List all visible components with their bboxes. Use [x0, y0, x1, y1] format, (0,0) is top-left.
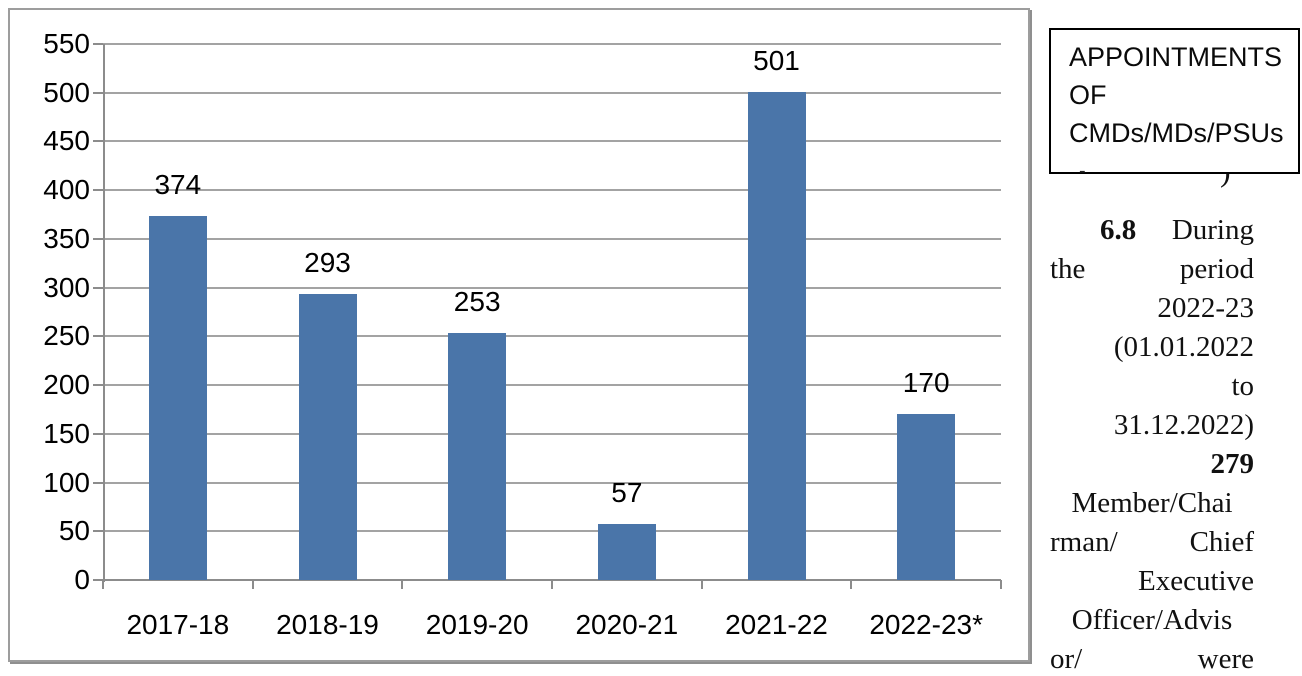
gridline: [103, 43, 1001, 45]
paragraph-text: were: [1197, 643, 1254, 675]
bar-value-label: 170: [902, 367, 950, 399]
y-axis-tick: [93, 579, 103, 581]
y-axis-tick-label: 50: [58, 515, 90, 547]
y-axis-tick: [93, 43, 103, 45]
y-axis-tick-label: 250: [43, 320, 90, 352]
paragraph-text: Chief: [1189, 526, 1254, 558]
paragraph-text: period: [1179, 253, 1254, 285]
x-axis-category-label: 2021-22: [725, 609, 828, 640]
y-axis-tick-label: 350: [43, 222, 90, 254]
bar-value-label: 374: [154, 168, 202, 200]
gridline: [103, 335, 1001, 338]
y-axis-tick-label: 300: [43, 271, 90, 303]
bar-2019-20: [448, 333, 507, 580]
gridline: [103, 481, 1001, 484]
x-axis-tick: [1000, 580, 1002, 589]
y-axis-tick: [93, 432, 103, 435]
paragraph-line: or/were: [1050, 640, 1254, 676]
paragraph-line: 279: [1050, 445, 1255, 484]
callout-line: OF: [1069, 80, 1107, 110]
paragraph-text: the: [1050, 253, 1086, 285]
bar-2021-22: [747, 91, 806, 580]
y-axis-tick: [93, 237, 103, 240]
paragraph-line: 2022-23: [1050, 289, 1254, 328]
y-axis-tick-label: 100: [43, 466, 90, 498]
bar-2022-23*: [897, 414, 956, 580]
x-axis-category-label: 2020-21: [575, 609, 679, 640]
gridline: [103, 237, 1001, 240]
paragraph-text: 31.12.2022): [1113, 409, 1254, 441]
y-axis-tick-label: 400: [43, 174, 90, 206]
bar-value-label: 293: [304, 247, 351, 279]
y-axis-tick-label: 500: [43, 76, 90, 108]
y-axis-tick: [93, 384, 103, 387]
bar-2018-19: [298, 294, 357, 580]
gridline: [103, 384, 1001, 387]
bar-2020-21: [597, 524, 656, 580]
paragraph-text: Executive: [1138, 565, 1254, 597]
x-axis-category-label: 2019-20: [425, 609, 529, 640]
body-paragraph: 6.8 During the period 2022-23 (01.01.2022 to 31…: [1050, 211, 1254, 676]
x-axis-category-label: 2022-23*: [869, 609, 983, 640]
x-axis-tick: [401, 580, 404, 589]
y-axis-tick: [93, 91, 103, 94]
x-axis-tick: [700, 580, 703, 589]
paragraph-text: During: [1171, 214, 1254, 246]
x-axis-tick: [251, 580, 254, 589]
paragraph-line: to: [1050, 367, 1254, 406]
paragraph-line: 31.12.2022): [1050, 406, 1254, 445]
gridline: [103, 91, 1001, 94]
callout-line: APPOINTMENTS: [1069, 42, 1283, 72]
bar-2017-18: [148, 215, 207, 580]
paragraph-line: rman/Chief: [1050, 523, 1254, 562]
paragraph-text: Officer/Advis: [1071, 604, 1233, 636]
y-axis-tick: [93, 140, 103, 143]
bar-value-label: 253: [453, 286, 501, 318]
gridline: [103, 286, 1001, 289]
paragraph-line: Officer/Advis: [1050, 601, 1254, 640]
callout-line: CMDs/MDs/PSUs: [1069, 118, 1284, 148]
gridline: [103, 140, 1001, 143]
paragraph-text: 279: [1210, 448, 1255, 480]
y-axis-tick-label: 0: [74, 564, 90, 595]
paragraph-line: (01.01.2022: [1050, 328, 1254, 367]
gridline: [103, 432, 1001, 435]
x-axis-tick: [102, 580, 104, 589]
gridline: [103, 189, 1001, 192]
x-axis-category-label: 2017-18: [126, 609, 230, 640]
y-axis-tick-label: 150: [43, 417, 90, 449]
y-axis-tick: [93, 481, 103, 484]
y-axis-tick-label: 450: [43, 125, 90, 157]
stray-mark: -: [1079, 160, 1086, 182]
paragraph-text: to: [1231, 370, 1254, 402]
y-axis-line: [103, 44, 105, 582]
paragraph-line: 6.8 During: [1050, 211, 1254, 250]
x-axis-tick: [551, 580, 553, 589]
y-axis-tick: [93, 189, 103, 192]
x-axis-tick: [850, 580, 853, 589]
y-axis-tick: [93, 286, 103, 289]
paragraph-text: Member/Chai: [1071, 487, 1233, 519]
y-axis-tick: [93, 335, 103, 338]
paragraph-text: or/: [1050, 643, 1083, 675]
y-axis-tick-label: 550: [43, 28, 90, 59]
gridline: [103, 530, 1001, 533]
paragraph-text: 6.8: [1100, 214, 1137, 246]
paragraph-line: Member/Chai: [1050, 484, 1254, 523]
bar-value-label: 57: [611, 477, 643, 509]
bar-value-label: 501: [753, 44, 800, 76]
callout-box: APPOINTMENTS OF CMDs/MDs/PSUs -: [1049, 28, 1300, 182]
x-axis-category-label: 2018-19: [276, 609, 379, 640]
paragraph-line: the period: [1050, 250, 1254, 289]
paragraph-text: rman/: [1050, 526, 1118, 558]
y-axis-tick-label: 200: [43, 369, 90, 401]
y-axis-tick: [93, 530, 103, 533]
paragraph-text: 2022-23: [1157, 292, 1254, 324]
paragraph-line: Executive: [1050, 562, 1254, 601]
paragraph-text: (01.01.2022: [1113, 331, 1254, 363]
